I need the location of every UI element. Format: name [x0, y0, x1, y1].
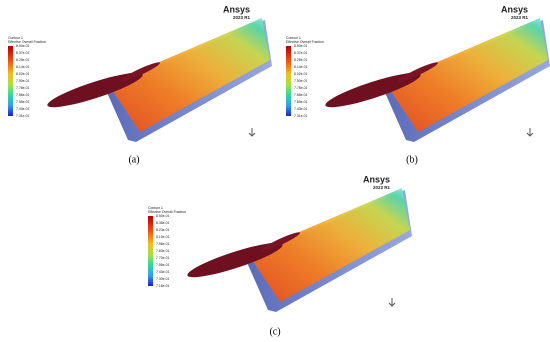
legend-label: 8.50e-01	[16, 44, 29, 48]
brand: Ansys	[501, 4, 528, 14]
legend-label: 7.43e-01	[294, 107, 307, 111]
legend-label: 8.25e-01	[16, 58, 29, 62]
fuselage	[187, 242, 283, 278]
legend-label: 7.43e-01	[156, 270, 169, 274]
legend-label: 7.90e-01	[16, 79, 29, 83]
legend-label: 7.66e-01	[16, 93, 29, 97]
legend-label: 8.37e-01	[16, 51, 29, 55]
triad	[526, 128, 534, 137]
fuselage	[325, 72, 421, 108]
legend-title: Contour 1	[286, 36, 301, 40]
brand: Ansys	[223, 4, 250, 14]
legend-label: 7.78e-01	[294, 86, 307, 90]
wing-surface	[248, 188, 410, 302]
version: 2023 R1	[233, 15, 251, 20]
caption: (a)	[128, 154, 139, 165]
legend-label: 7.55e-01	[294, 100, 307, 104]
legend-label: 8.23e-01	[156, 228, 169, 232]
legend-label: 7.43e-01	[16, 107, 29, 111]
legend-label: 8.25e-01	[294, 58, 307, 62]
legend-label: 7.83e-01	[156, 249, 169, 253]
legend-label: 7.31e-01	[16, 114, 29, 118]
legend-label: 8.14e-01	[294, 65, 307, 69]
legend-label: 7.90e-01	[294, 79, 307, 83]
colorbar	[148, 216, 153, 286]
legend-label: 7.66e-01	[294, 93, 307, 97]
legend-title: Contour 1	[8, 36, 23, 40]
legend-label: 8.14e-01	[16, 65, 29, 69]
legend-label: 7.55e-01	[16, 100, 29, 104]
legend-label: 7.31e-01	[294, 114, 307, 118]
legend-label: 8.02e-01	[16, 72, 29, 76]
version: 2023 R1	[511, 15, 529, 20]
legend-label: 7.78e-01	[16, 86, 29, 90]
fuselage	[47, 72, 143, 108]
caption: (c)	[269, 326, 280, 337]
legend-label: 7.30e-01	[156, 277, 169, 281]
legend-label: 8.36e-01	[156, 221, 169, 225]
legend-label: 8.02e-01	[294, 72, 307, 76]
legend-label: 7.96e-01	[156, 242, 169, 246]
nacelle	[120, 62, 160, 82]
legend-label: 7.56e-01	[156, 263, 169, 267]
legend-subtitle: Effective Overall Fraction	[148, 210, 186, 214]
legend-subtitle: Effective Overall Fraction	[8, 40, 46, 44]
legend-label: 8.50e-01	[294, 44, 307, 48]
legend-label: 8.50e-01	[156, 214, 169, 218]
triad	[248, 128, 256, 137]
legend-label: 8.10e-01	[156, 235, 169, 239]
wing-surface	[108, 18, 270, 132]
colorbar	[8, 46, 13, 116]
legend-subtitle: Effective Overall Fraction	[286, 40, 324, 44]
colorbar	[286, 46, 291, 116]
nacelle	[398, 62, 438, 82]
legend-title: Contour 1	[148, 206, 163, 210]
legend-label: 7.70e-01	[156, 256, 169, 260]
caption: (b)	[406, 154, 418, 165]
triad	[388, 298, 396, 307]
wing-surface	[386, 18, 548, 132]
nacelle	[260, 232, 300, 252]
legend-label: 8.37e-01	[294, 51, 307, 55]
version: 2023 R1	[373, 185, 391, 190]
legend-label: 7.16e-01	[156, 284, 169, 288]
brand: Ansys	[363, 174, 390, 184]
